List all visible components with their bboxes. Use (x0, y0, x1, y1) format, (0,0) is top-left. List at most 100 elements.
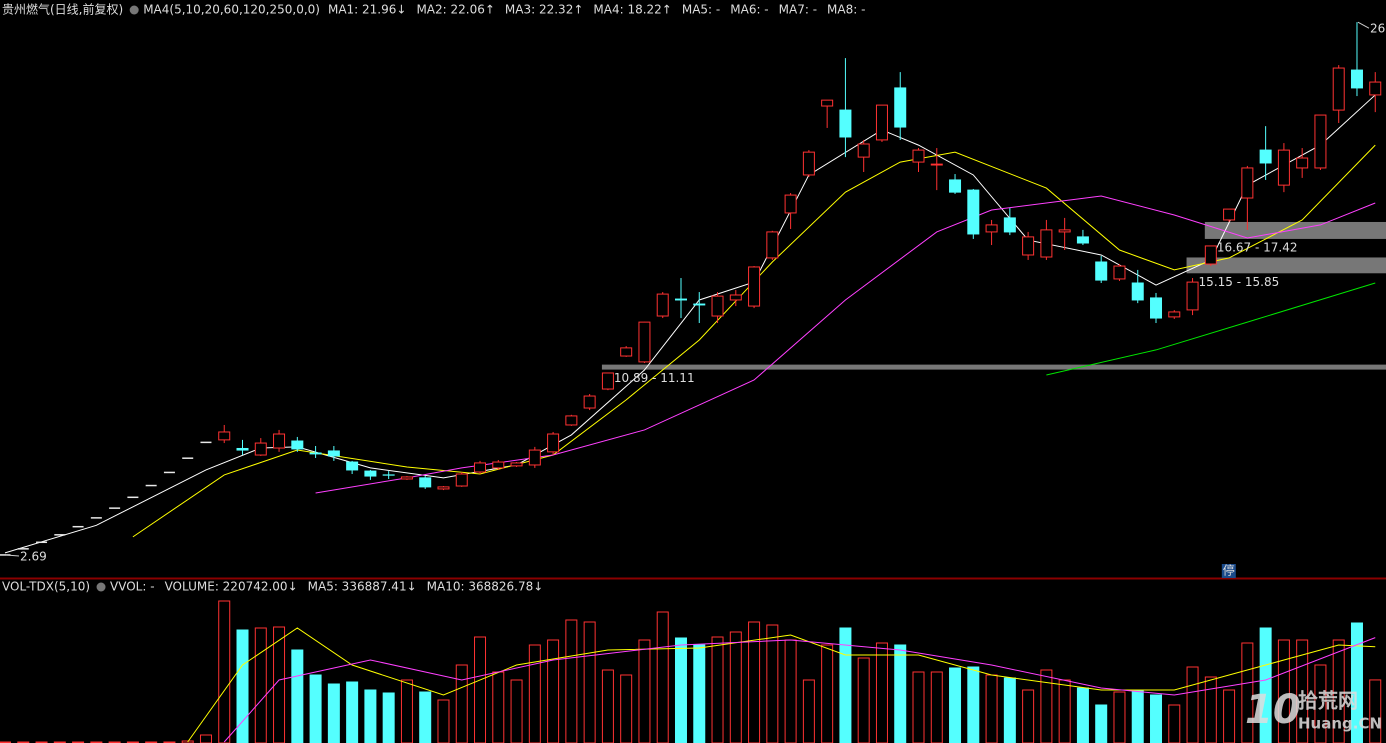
volume-bar (1076, 687, 1089, 743)
candle-body (1277, 149, 1290, 186)
volume-bar (1186, 666, 1199, 743)
candle-body (1314, 114, 1327, 169)
volume-bar (400, 679, 413, 743)
candle-body (821, 99, 834, 107)
volume-bar (199, 734, 212, 743)
volume-bar (474, 636, 487, 743)
candle-body (875, 104, 888, 141)
volume-bar (766, 624, 779, 743)
volume-bar (674, 637, 687, 743)
volume-bar (1369, 679, 1382, 743)
candle-body (638, 321, 651, 363)
volume-bar (254, 627, 267, 743)
volume-bar (455, 664, 468, 743)
candle-body (437, 486, 450, 490)
volume-bar (583, 621, 596, 743)
volume-bar (784, 639, 797, 743)
volume-bar (437, 699, 450, 743)
panel-title: VOL-TDX(5,10) (2, 580, 90, 594)
candle-body (620, 347, 633, 357)
volume-bar (1332, 639, 1345, 743)
candle-body (291, 440, 304, 450)
halt-marker-box (1221, 564, 1236, 578)
volume-bar (1113, 691, 1126, 743)
candle-body (711, 295, 724, 317)
ma-line (132, 144, 1376, 538)
volume-bar (693, 644, 706, 743)
volume-bar (912, 671, 925, 743)
candle-body (1350, 69, 1363, 89)
annotation-pointer (5, 554, 20, 557)
volume-bar (967, 666, 980, 743)
volume-bar (1003, 677, 1016, 743)
volume-bar (1204, 676, 1217, 743)
candle-body (273, 433, 286, 449)
volume-bar (309, 674, 322, 743)
legend-entry: MA1: 21.96↓ (328, 3, 406, 17)
candle-body (1332, 67, 1345, 111)
volume-bar (236, 629, 249, 743)
legend-entry: MA3: 22.32↑ (505, 3, 583, 17)
volume-bar (510, 679, 523, 743)
zone-label: 15.15 - 15.85 (1199, 275, 1280, 289)
candle-body (1076, 236, 1089, 244)
volume-bar (1150, 694, 1163, 743)
candle-body (766, 231, 779, 259)
candle-body (309, 452, 322, 455)
candle-body (1131, 282, 1144, 301)
settings-icon (129, 5, 139, 15)
volume-bar (656, 611, 669, 743)
volume-bar (565, 619, 578, 743)
volume-bar (1259, 627, 1272, 743)
volume-bar (1296, 639, 1309, 743)
price-zone (601, 364, 1386, 370)
legend-entry: MA5: - (682, 3, 720, 17)
candle-body (364, 470, 377, 477)
candle-body (857, 143, 870, 158)
legend-entry: MA7: - (779, 3, 817, 17)
candle-body (1113, 265, 1126, 280)
volume-bar (1022, 689, 1035, 743)
volume-bar (1314, 664, 1327, 743)
legend-entry: MA10: 368826.78↓ (427, 580, 544, 594)
candle-body (656, 293, 669, 317)
candle-body (346, 461, 359, 471)
candle-body (1095, 261, 1108, 281)
volume-bar (1040, 669, 1053, 743)
indicator-name: MA4(5,10,20,60,120,250,0,0) (143, 3, 320, 17)
candle-body (802, 151, 815, 176)
volume-bar (1350, 622, 1363, 743)
volume-bar (364, 689, 377, 743)
candle-body (528, 449, 541, 466)
candle-body (1204, 245, 1217, 265)
volume-bar (620, 674, 633, 743)
volume-bar (839, 627, 852, 743)
zone-label: 16.67 - 17.42 (1217, 240, 1298, 254)
candle-body (1369, 81, 1382, 96)
candle-body (1022, 236, 1035, 256)
volume-bar (875, 642, 888, 743)
volume-bar (1277, 639, 1290, 743)
price-zone (1186, 257, 1386, 274)
legend-entry: MA6: - (730, 3, 768, 17)
candle-body (729, 294, 742, 301)
annotation-pointer (1357, 21, 1370, 29)
candle-body (601, 372, 614, 390)
ma-line (187, 627, 1376, 743)
candle-body (254, 442, 267, 456)
candle-body (1241, 167, 1254, 199)
watermark-name: 拾荒网 (1298, 689, 1358, 713)
candle-body (1186, 281, 1199, 311)
candle-body (1003, 217, 1016, 233)
candle-body (547, 433, 560, 453)
halt-marker: 停 (1223, 563, 1235, 578)
candle-body (583, 395, 596, 409)
annotation-label: 26 (1370, 22, 1385, 36)
legend-entry: MA2: 22.06↑ (416, 3, 494, 17)
volume-bar (528, 644, 541, 743)
candle-body (693, 303, 706, 306)
legend-entry: VVOL: - (110, 580, 155, 594)
watermark-logo: 10 (1245, 687, 1301, 733)
